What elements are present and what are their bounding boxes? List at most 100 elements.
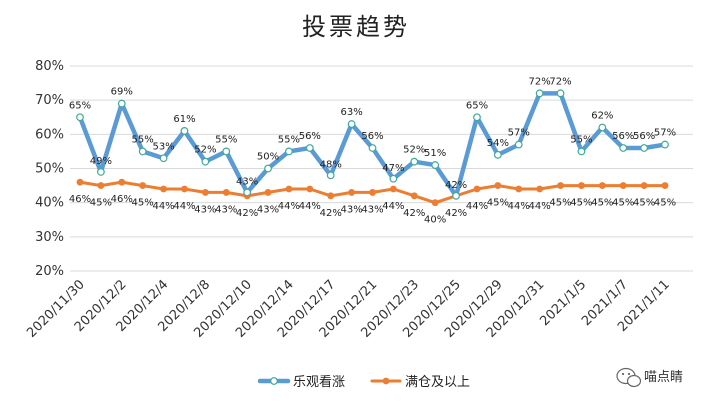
data-label: 45% bbox=[132, 198, 154, 209]
data-point bbox=[348, 189, 356, 196]
data-label: 45% bbox=[654, 198, 676, 209]
data-point bbox=[285, 185, 293, 193]
data-label: 65% bbox=[69, 100, 91, 111]
data-point bbox=[431, 199, 439, 207]
y-tick-label: 60% bbox=[35, 127, 64, 142]
data-label: 45% bbox=[487, 198, 509, 209]
data-point bbox=[473, 113, 481, 122]
data-point bbox=[410, 192, 418, 200]
data-point bbox=[389, 185, 397, 193]
data-label: 42% bbox=[403, 208, 425, 219]
data-label: 44% bbox=[299, 201, 321, 212]
data-label: 45% bbox=[612, 198, 634, 209]
data-label: 40% bbox=[424, 215, 446, 226]
data-label: 63% bbox=[340, 107, 362, 118]
data-point bbox=[640, 144, 649, 152]
data-label: 53% bbox=[152, 141, 174, 152]
data-label: 65% bbox=[466, 100, 488, 111]
data-label: 56% bbox=[361, 131, 383, 142]
data-label: 44% bbox=[152, 201, 174, 212]
data-label: 54% bbox=[487, 138, 509, 149]
data-label: 50% bbox=[257, 152, 279, 163]
data-point bbox=[76, 113, 84, 122]
data-point bbox=[368, 144, 377, 152]
data-label: 47% bbox=[382, 163, 404, 174]
data-label: 72% bbox=[529, 76, 551, 87]
data-point bbox=[76, 178, 84, 186]
data-label: 57% bbox=[508, 128, 530, 139]
legend-item-blue: 乐观看涨 bbox=[257, 374, 345, 390]
data-point bbox=[536, 185, 544, 193]
data-label: 56% bbox=[612, 131, 634, 142]
data-label: 61% bbox=[173, 114, 195, 125]
data-label: 72% bbox=[549, 76, 571, 87]
data-label: 44% bbox=[508, 201, 530, 212]
data-point bbox=[556, 89, 565, 98]
data-label: 44% bbox=[382, 201, 404, 212]
data-point bbox=[431, 161, 440, 169]
data-label: 46% bbox=[69, 194, 91, 205]
data-label: 44% bbox=[529, 201, 551, 212]
legend-marker bbox=[382, 377, 390, 385]
data-point bbox=[118, 178, 126, 186]
data-label: 43% bbox=[361, 204, 383, 215]
data-label: 55% bbox=[278, 134, 300, 145]
data-point bbox=[557, 182, 564, 189]
grid-lines bbox=[70, 65, 693, 272]
data-label: 42% bbox=[445, 180, 467, 191]
data-label: 56% bbox=[299, 131, 321, 142]
watermark-text: 喵点睛 bbox=[644, 370, 683, 385]
data-point bbox=[661, 182, 669, 189]
data-point bbox=[201, 157, 210, 166]
data-point bbox=[494, 182, 502, 189]
chart-title: 投票趋势 bbox=[302, 13, 410, 41]
legend-marker bbox=[270, 377, 278, 385]
data-point bbox=[326, 171, 335, 180]
data-label: 51% bbox=[424, 148, 446, 159]
data-point bbox=[243, 188, 252, 197]
data-point bbox=[578, 182, 585, 189]
data-label: 46% bbox=[111, 194, 133, 205]
data-label: 43% bbox=[236, 176, 258, 187]
data-label: 42% bbox=[320, 208, 342, 219]
series-layer: 46%45%46%45%44%44%43%43%42%43%44%44%42%4… bbox=[69, 76, 676, 225]
data-point bbox=[139, 182, 147, 189]
data-point bbox=[264, 164, 272, 173]
legend-label: 乐观看涨 bbox=[293, 374, 345, 390]
data-point bbox=[410, 157, 419, 166]
data-point bbox=[598, 182, 606, 189]
y-tick-label: 70% bbox=[35, 93, 64, 108]
legend-label: 满仓及以上 bbox=[405, 375, 470, 390]
data-label: 56% bbox=[633, 131, 655, 142]
data-point bbox=[201, 189, 209, 196]
data-label: 43% bbox=[215, 204, 237, 215]
data-point bbox=[96, 168, 105, 176]
data-point bbox=[305, 144, 314, 152]
data-point bbox=[515, 185, 523, 193]
data-label: 45% bbox=[549, 198, 571, 209]
data-labels: 46%45%46%45%44%44%43%43%42%43%44%44%42%4… bbox=[69, 76, 676, 225]
data-label: 42% bbox=[236, 208, 258, 219]
data-point bbox=[222, 147, 231, 156]
data-point bbox=[181, 185, 188, 193]
data-point bbox=[619, 182, 627, 189]
data-point bbox=[347, 120, 356, 128]
y-tick-label: 50% bbox=[35, 162, 64, 177]
data-point bbox=[619, 144, 628, 152]
data-point bbox=[285, 147, 293, 156]
data-label: 45% bbox=[591, 198, 613, 209]
y-tick-label: 20% bbox=[35, 264, 64, 279]
x-axis: 2020/11/302020/12/22020/12/42020/12/8202… bbox=[24, 277, 673, 341]
data-point bbox=[306, 185, 314, 193]
data-point bbox=[577, 147, 586, 156]
data-label: 44% bbox=[173, 201, 195, 212]
data-label: 57% bbox=[654, 128, 676, 139]
data-point bbox=[514, 140, 523, 149]
data-label: 45% bbox=[570, 198, 592, 209]
data-label: 52% bbox=[403, 145, 425, 156]
data-label: 44% bbox=[466, 201, 488, 212]
y-axis: 20% 30% 40% 50% 60% 70% 80% bbox=[35, 59, 64, 279]
data-label: 55% bbox=[570, 134, 592, 145]
data-point bbox=[222, 189, 230, 196]
data-label: 43% bbox=[340, 204, 362, 215]
